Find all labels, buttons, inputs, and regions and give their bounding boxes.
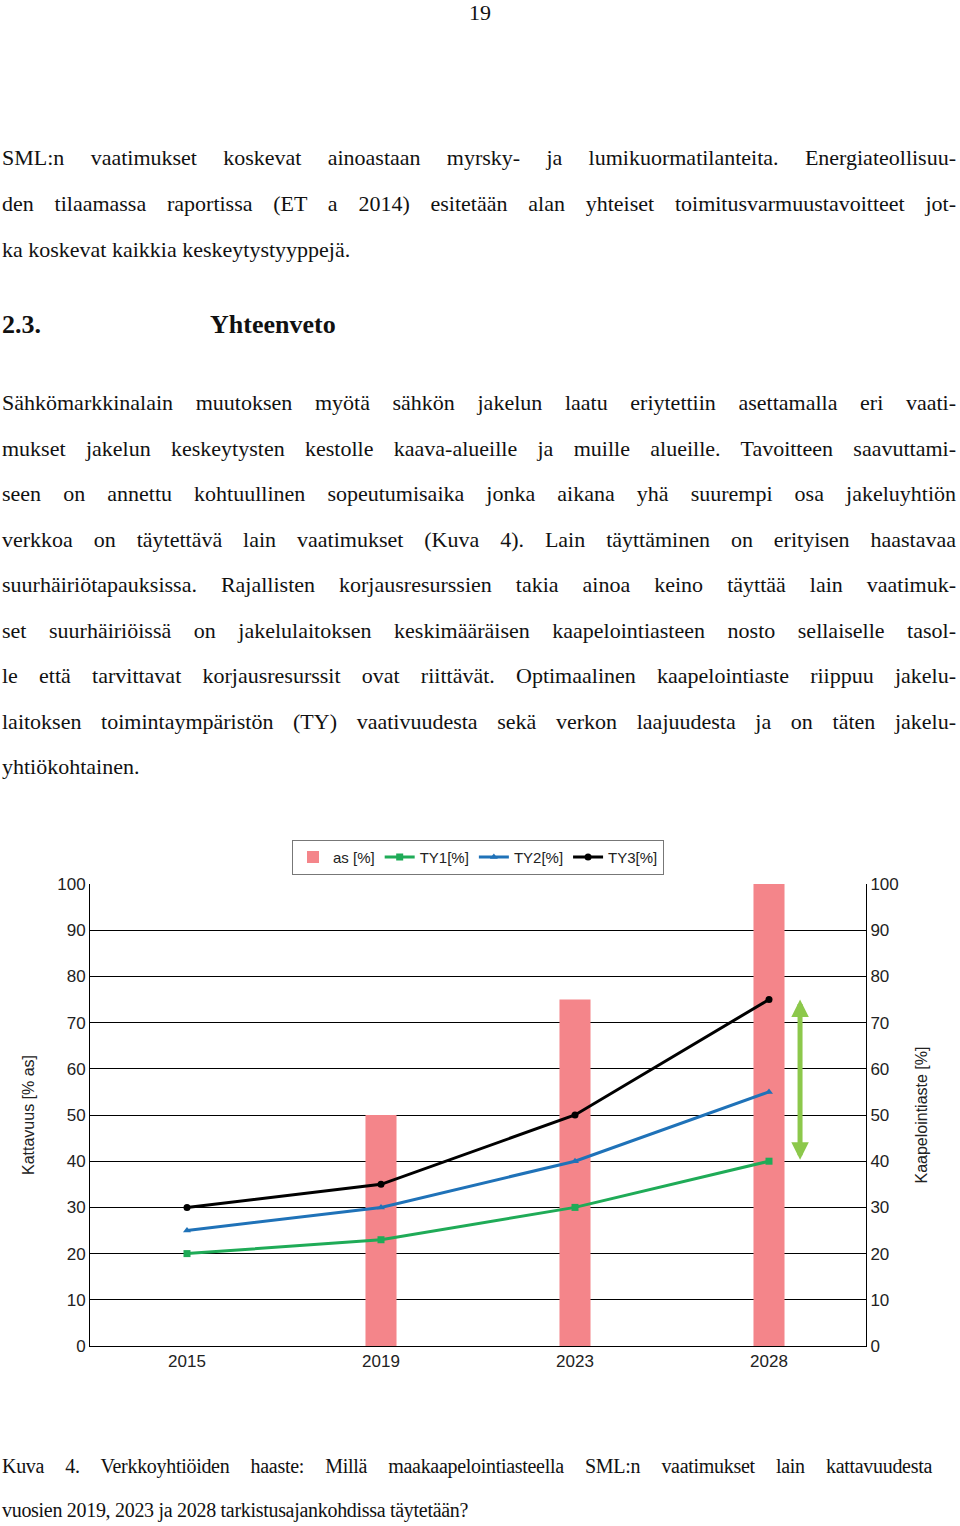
svg-text:10: 10 <box>67 1291 86 1310</box>
html-text:SML:n vaatimukset koskevat ain: SML:n vaatimukset koskevat ainoastaan my… <box>2 145 956 170</box>
html-text:ka koskevat kaikkia keskeytyst: ka koskevat kaikkia keskeytystyyppejä. <box>2 237 351 262</box>
html-text:19: 19 <box>469 0 491 25</box>
html-text:Kuva 4. Verkkoyhtiöiden haaste: Kuva 4. Verkkoyhtiöiden haaste: Millä ma… <box>2 1455 932 1477</box>
svg-text:100: 100 <box>57 875 85 894</box>
svg-text:Kaapelointiaste [%]: Kaapelointiaste [%] <box>913 1047 930 1184</box>
svg-text:60: 60 <box>67 1060 86 1079</box>
html-text:2.3.: 2.3. <box>2 310 41 339</box>
html-text:seen on annettu kohtuullinen s: seen on annettu kohtuullinen sopeutumisa… <box>2 481 956 506</box>
svg-text:30: 30 <box>67 1198 86 1217</box>
html-text:laitoksen toimintaympäristön (: laitoksen toimintaympäristön (TY) vaativ… <box>2 708 956 734</box>
html-text:verkkoa on täytettävä lain vaa: verkkoa on täytettävä lain vaatimukset (… <box>2 526 956 552</box>
svg-text:50: 50 <box>67 1106 86 1125</box>
html-text:yhtiökohtainen.: yhtiökohtainen. <box>2 754 140 779</box>
svg-text:80: 80 <box>870 967 889 986</box>
html-text:set suurhäiriöissä on jakelula: set suurhäiriöissä on jakelulaitoksen ke… <box>2 617 956 643</box>
svg-text:70: 70 <box>67 1014 86 1033</box>
svg-text:30: 30 <box>870 1198 889 1217</box>
html-text:le että tarvittavat korjausres: le että tarvittavat korjausresurssit ova… <box>2 663 956 688</box>
svg-text:80: 80 <box>67 967 86 986</box>
svg-text:20: 20 <box>870 1245 889 1264</box>
svg-text:70: 70 <box>870 1014 889 1033</box>
svg-text:40: 40 <box>67 1152 86 1171</box>
svg-text:10: 10 <box>870 1291 889 1310</box>
svg-text:20: 20 <box>67 1245 86 1264</box>
svg-text:2023: 2023 <box>556 1352 594 1371</box>
svg-text:90: 90 <box>67 921 86 940</box>
svg-text:0: 0 <box>870 1337 879 1356</box>
svg-text:100: 100 <box>870 875 898 894</box>
html-text:Sähkömarkkinalain muutoksen my: Sähkömarkkinalain muutoksen myötä sähkön… <box>2 390 956 415</box>
svg-text:0: 0 <box>76 1337 85 1356</box>
svg-text:90: 90 <box>870 921 889 940</box>
html-text:mukset jakelun keskeytysten ke: mukset jakelun keskeytysten kestolle kaa… <box>2 435 956 461</box>
svg-text:50: 50 <box>870 1106 889 1125</box>
html-text:Yhteenveto: Yhteenveto <box>210 310 336 339</box>
svg-text:Kattavuus [% as]: Kattavuus [% as] <box>20 1055 37 1175</box>
html-text:suurhäiriötapauksissa. Rajalli: suurhäiriötapauksissa. Rajallisten korja… <box>2 572 956 597</box>
svg-text:60: 60 <box>870 1060 889 1079</box>
svg-text:2019: 2019 <box>362 1352 400 1371</box>
svg-text:2028: 2028 <box>750 1352 788 1371</box>
svg-text:TY2[%]: TY2[%] <box>514 849 563 866</box>
svg-text:as [%]: as [%] <box>333 849 375 866</box>
svg-text:TY1[%]: TY1[%] <box>420 849 469 866</box>
html-text:den tilaamassa raportissa (ET: den tilaamassa raportissa (ET a 2014) es… <box>2 191 956 216</box>
html-text:vuosien 2019, 2023 ja 2028 tar: vuosien 2019, 2023 ja 2028 tarkistusajan… <box>2 1499 469 1521</box>
svg-text:2015: 2015 <box>168 1352 206 1371</box>
svg-text:40: 40 <box>870 1152 889 1171</box>
svg-text:TY3[%]: TY3[%] <box>608 849 657 866</box>
